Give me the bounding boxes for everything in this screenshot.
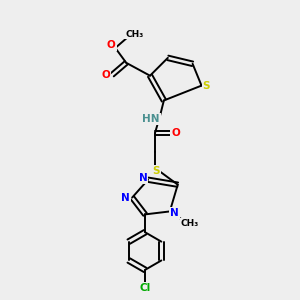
Text: O: O	[107, 40, 116, 50]
Text: S: S	[203, 81, 210, 91]
Text: O: O	[101, 70, 110, 80]
Text: N: N	[139, 173, 147, 183]
Text: N: N	[121, 193, 130, 202]
Text: HN: HN	[142, 114, 160, 124]
Text: N: N	[170, 208, 179, 218]
Text: O: O	[171, 128, 180, 138]
Text: CH₃: CH₃	[125, 30, 143, 39]
Text: S: S	[152, 166, 160, 176]
Text: Cl: Cl	[140, 283, 151, 293]
Text: CH₃: CH₃	[181, 219, 199, 228]
